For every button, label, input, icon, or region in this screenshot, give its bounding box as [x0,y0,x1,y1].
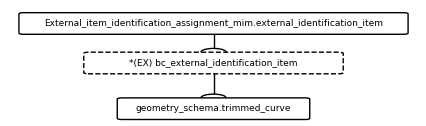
FancyBboxPatch shape [83,52,343,74]
Circle shape [201,48,225,56]
Text: External_item_identification_assignment_mim.external_identification_item: External_item_identification_assignment_… [44,19,382,28]
Text: geometry_schema.trimmed_curve: geometry_schema.trimmed_curve [135,104,291,113]
Text: *(EX) bc_external_identification_item: *(EX) bc_external_identification_item [129,58,297,68]
FancyBboxPatch shape [117,98,309,119]
FancyBboxPatch shape [19,13,407,34]
Circle shape [201,94,225,102]
